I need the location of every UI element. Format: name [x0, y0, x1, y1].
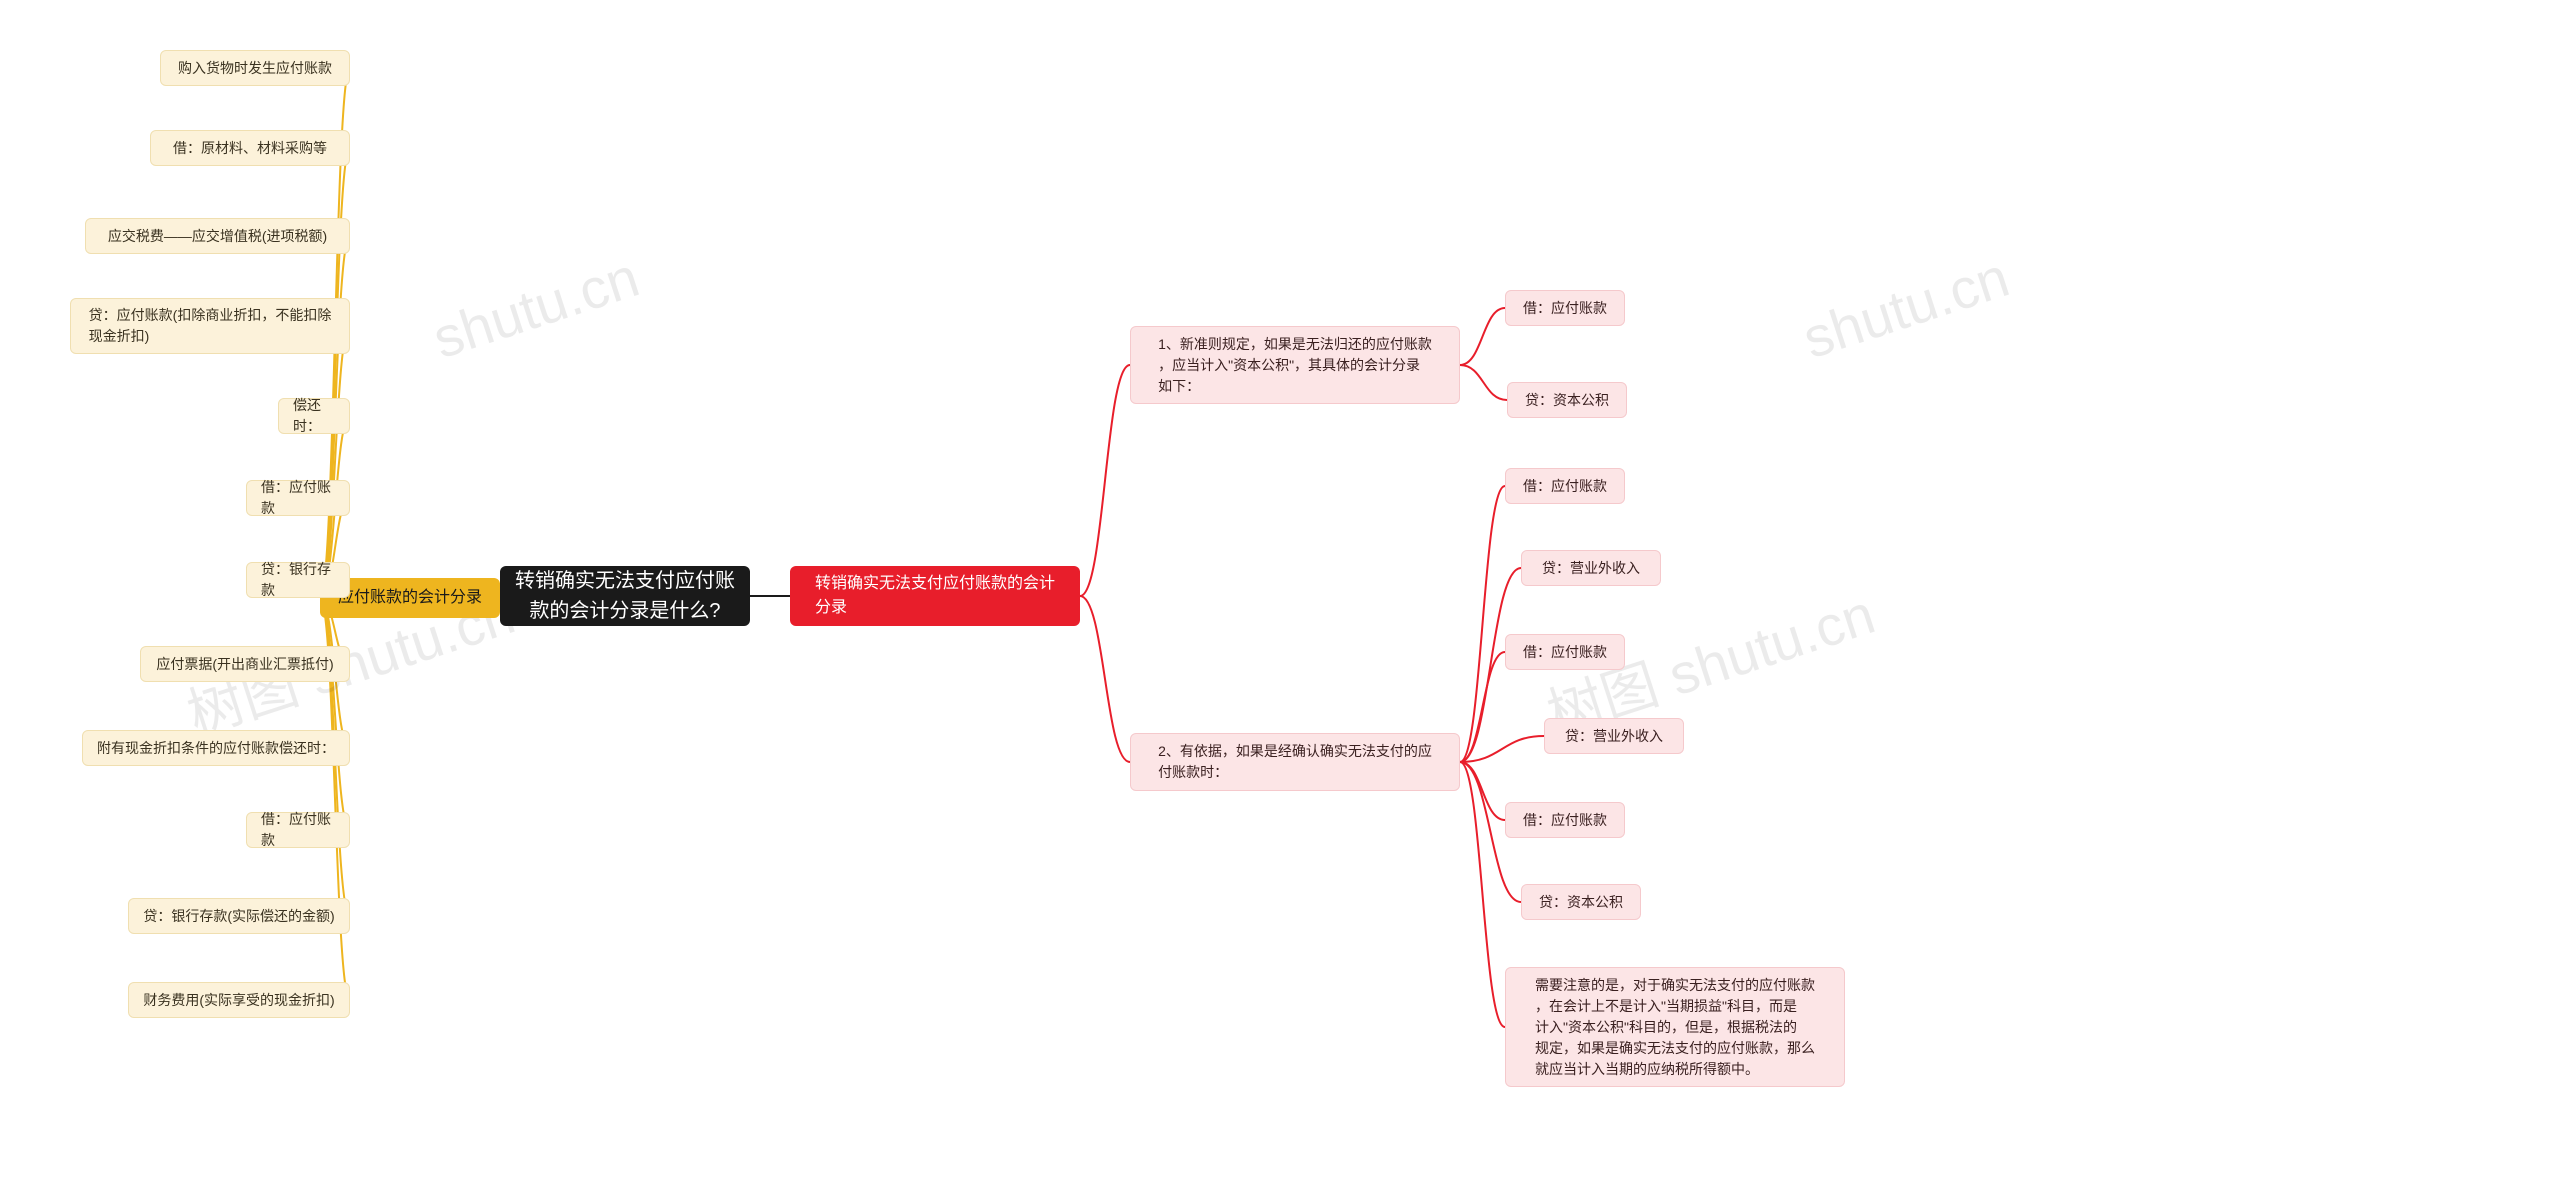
right-group-2[interactable]: 2、有依据，如果是经确认确实无法支付的应付账款时： — [1130, 733, 1460, 791]
leaf-label: 偿还时： — [293, 395, 335, 437]
leaf-label: 贷：营业外收入 — [1565, 726, 1663, 747]
watermark: shutu.cn — [425, 244, 646, 371]
right-leaf[interactable]: 贷：营业外收入 — [1544, 718, 1684, 754]
right-leaf[interactable]: 借：应付账款 — [1505, 468, 1625, 504]
leaf-label: 购入货物时发生应付账款 — [178, 58, 332, 79]
root-label: 转销确实无法支付应付账款的会计分录是什么? — [515, 566, 735, 626]
leaf-label: 借：原材料、材料采购等 — [173, 138, 327, 159]
left-leaf[interactable]: 借：应付账款 — [246, 812, 350, 848]
left-leaf[interactable]: 贷：银行存款 — [246, 562, 350, 598]
leaf-label: 应交税费——应交增值税(进项税额) — [108, 226, 327, 247]
right-group-1-label: 1、新准则规定，如果是无法归还的应付账款，应当计入"资本公积"，其具体的会计分录… — [1158, 334, 1432, 397]
branch-left-label: 应付账款的会计分录 — [338, 586, 482, 610]
leaf-label: 借：应付账款 — [1523, 642, 1607, 663]
left-leaf[interactable]: 借：原材料、材料采购等 — [150, 130, 350, 166]
right-leaf[interactable]: 借：应付账款 — [1505, 290, 1625, 326]
leaf-label: 贷：应付账款(扣除商业折扣，不能扣除现金折扣) — [89, 305, 332, 347]
right-leaf[interactable]: 借：应付账款 — [1505, 802, 1625, 838]
right-group-2-label: 2、有依据，如果是经确认确实无法支付的应付账款时： — [1158, 741, 1432, 783]
leaf-label: 借：应付账款 — [261, 477, 335, 519]
right-group-1[interactable]: 1、新准则规定，如果是无法归还的应付账款，应当计入"资本公积"，其具体的会计分录… — [1130, 326, 1460, 404]
right-leaf[interactable]: 需要注意的是，对于确实无法支付的应付账款，在会计上不是计入"当期损益"科目，而是… — [1505, 967, 1845, 1087]
branch-right-label: 转销确实无法支付应付账款的会计分录 — [815, 572, 1055, 620]
right-leaf[interactable]: 贷：资本公积 — [1507, 382, 1627, 418]
leaf-label: 借：应付账款 — [1523, 298, 1607, 319]
left-leaf[interactable]: 偿还时： — [278, 398, 350, 434]
right-leaf[interactable]: 贷：营业外收入 — [1521, 550, 1661, 586]
leaf-label: 借：应付账款 — [261, 809, 335, 851]
left-leaf[interactable]: 贷：银行存款(实际偿还的金额) — [128, 898, 350, 934]
leaf-label: 贷：银行存款(实际偿还的金额) — [143, 906, 334, 927]
leaf-label: 财务费用(实际享受的现金折扣) — [143, 990, 334, 1011]
leaf-label: 借：应付账款 — [1523, 476, 1607, 497]
left-leaf[interactable]: 购入货物时发生应付账款 — [160, 50, 350, 86]
left-leaf[interactable]: 借：应付账款 — [246, 480, 350, 516]
left-leaf[interactable]: 贷：应付账款(扣除商业折扣，不能扣除现金折扣) — [70, 298, 350, 354]
leaf-label: 附有现金折扣条件的应付账款偿还时： — [97, 738, 335, 759]
left-leaf[interactable]: 财务费用(实际享受的现金折扣) — [128, 982, 350, 1018]
left-leaf[interactable]: 应交税费——应交增值税(进项税额) — [85, 218, 350, 254]
leaf-label: 贷：资本公积 — [1539, 892, 1623, 913]
leaf-label: 借：应付账款 — [1523, 810, 1607, 831]
left-leaf[interactable]: 应付票据(开出商业汇票抵付) — [140, 646, 350, 682]
branch-right[interactable]: 转销确实无法支付应付账款的会计分录 — [790, 566, 1080, 626]
leaf-label: 需要注意的是，对于确实无法支付的应付账款，在会计上不是计入"当期损益"科目，而是… — [1535, 975, 1815, 1080]
mindmap-root[interactable]: 转销确实无法支付应付账款的会计分录是什么? — [500, 566, 750, 626]
right-leaf[interactable]: 贷：资本公积 — [1521, 884, 1641, 920]
right-leaf[interactable]: 借：应付账款 — [1505, 634, 1625, 670]
watermark: shutu.cn — [1795, 244, 2016, 371]
leaf-label: 贷：银行存款 — [261, 559, 335, 601]
leaf-label: 贷：营业外收入 — [1542, 558, 1640, 579]
left-leaf[interactable]: 附有现金折扣条件的应付账款偿还时： — [82, 730, 350, 766]
leaf-label: 应付票据(开出商业汇票抵付) — [156, 654, 333, 675]
leaf-label: 贷：资本公积 — [1525, 390, 1609, 411]
